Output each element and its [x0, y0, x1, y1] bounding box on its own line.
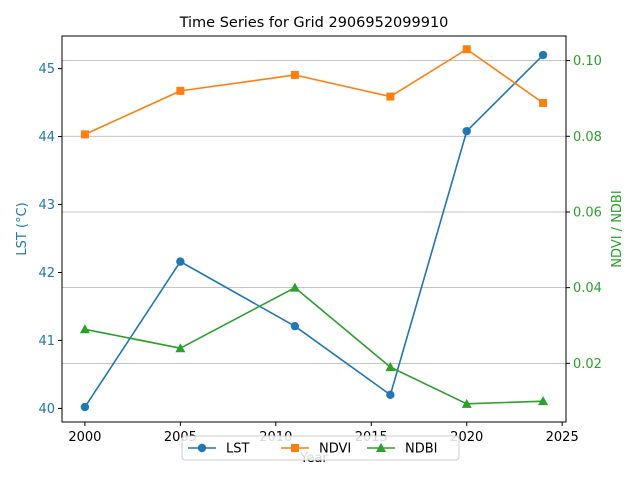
data-point-ndvi: [176, 86, 185, 95]
y-right-axis-label: NDVI / NDBI: [610, 190, 625, 267]
y-left-axis-label: LST (°C): [15, 202, 30, 255]
legend-label: NDVI: [319, 442, 351, 457]
series-line-lst: [84, 54, 544, 408]
y-right-tick-label: 0.06: [573, 205, 602, 220]
y-left-tick-label: 41: [38, 334, 55, 349]
data-point-lst: [176, 257, 185, 266]
y-left-tick-label: 42: [38, 266, 55, 281]
data-point-lst: [80, 402, 90, 412]
data-point-ndbi: [538, 396, 549, 406]
legend-swatch-marker: [197, 443, 207, 453]
legend: LST NDVI NDBI: [181, 435, 460, 461]
series-ndvi: [80, 45, 548, 139]
data-point-ndvi: [539, 98, 548, 107]
data-point-ndbi: [79, 324, 90, 334]
data-point-ndvi: [80, 130, 89, 139]
series-ndbi: [79, 282, 549, 408]
series-layer: [79, 45, 549, 412]
chart-title: Time Series for Grid 2906952099910: [179, 15, 449, 31]
legend-label: NDBI: [405, 442, 438, 457]
y-left-tick-label: 44: [38, 130, 55, 145]
legend-entry-lst: LST: [188, 442, 249, 457]
y-left-tick-label: 40: [38, 402, 55, 417]
legend-swatch-marker: [291, 444, 299, 452]
data-point-ndbi: [175, 343, 186, 353]
y-left-tick-label: 43: [38, 198, 55, 213]
data-point-ndbi: [461, 398, 472, 408]
data-point-ndvi: [290, 70, 299, 79]
data-point-ndbi: [385, 362, 396, 372]
legend-label: LST: [226, 442, 249, 457]
legend-box: [181, 435, 460, 461]
y-left-tick-label: 45: [38, 62, 55, 77]
y-right-tick-label: 0.02: [573, 357, 602, 372]
data-point-ndvi: [462, 45, 471, 54]
data-point-ndvi: [386, 92, 395, 101]
data-point-ndbi: [289, 282, 300, 292]
data-point-lst: [386, 390, 395, 400]
x-tick-label: 2025: [546, 430, 579, 445]
data-point-lst: [538, 50, 548, 60]
series-line-ndvi: [84, 48, 544, 136]
legend-entry-ndvi: NDVI: [281, 442, 351, 457]
grid-lines: [62, 60, 566, 364]
legend-entry-ndbi: NDBI: [367, 442, 438, 457]
data-point-lst: [462, 126, 471, 136]
data-point-lst: [290, 321, 300, 331]
series-lst: [80, 50, 548, 412]
y-right-tick-label: 0.10: [573, 54, 602, 69]
x-tick-label: 2000: [68, 430, 101, 445]
legend-swatch-marker: [376, 443, 386, 452]
series-line-ndbi: [84, 286, 544, 405]
y-right-tick-label: 0.04: [573, 281, 602, 296]
y-right-tick-label: 0.08: [573, 130, 602, 145]
plot-frame: [61, 35, 567, 423]
